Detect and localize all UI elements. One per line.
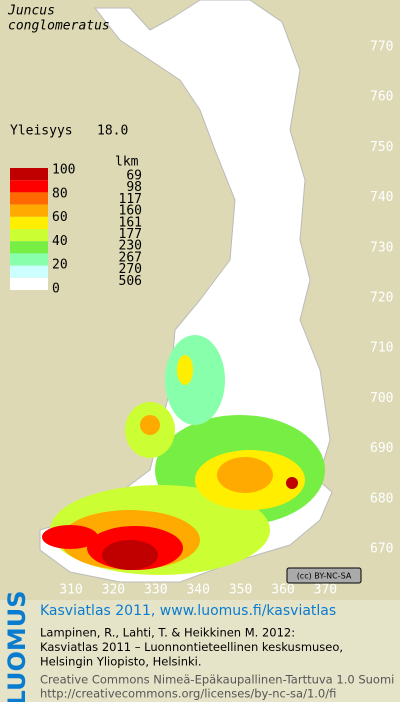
legend-count: 98 bbox=[126, 180, 142, 195]
citation-line: Helsingin Yliopisto, Helsinki. bbox=[40, 655, 202, 669]
area bbox=[102, 540, 158, 570]
legend-count: 160 bbox=[119, 204, 142, 219]
legend-swatch bbox=[10, 265, 48, 278]
y-axis-label: 730 bbox=[370, 240, 393, 255]
count-header: lkm bbox=[115, 155, 139, 170]
species-name: conglomeratus bbox=[8, 19, 110, 34]
occurrence-areas bbox=[42, 335, 325, 575]
legend-count: 117 bbox=[119, 192, 142, 207]
license-badge: (cc) BY-NC-SA bbox=[286, 567, 362, 584]
citation-line: Lampinen, R., Lahti, T. & Heikkinen M. 2… bbox=[40, 626, 295, 640]
x-axis-label: 360 bbox=[271, 583, 294, 598]
area bbox=[42, 525, 98, 549]
y-axis-label: 720 bbox=[370, 291, 393, 306]
legend-count: 230 bbox=[119, 239, 142, 254]
area bbox=[165, 335, 225, 425]
footer-title: Kasviatlas 2011, www.luomus.fi/kasviatla… bbox=[40, 603, 336, 619]
x-axis-label: 350 bbox=[229, 583, 252, 598]
legend-scale-label: 60 bbox=[52, 210, 68, 225]
license-line: Creative Commons Nimeä-Epäkaupallinen-Ta… bbox=[40, 673, 394, 687]
legend-swatch bbox=[10, 168, 48, 181]
license-line: http://creativecommons.org/licenses/by-n… bbox=[40, 687, 336, 701]
badge-text: (cc) BY-NC-SA bbox=[297, 572, 352, 581]
y-axis-label: 670 bbox=[370, 542, 393, 557]
area bbox=[286, 477, 298, 489]
x-axis-label: 310 bbox=[59, 583, 82, 598]
x-axis-label: 370 bbox=[314, 583, 337, 598]
badge-box bbox=[286, 567, 362, 584]
legend-swatch bbox=[10, 216, 48, 229]
x-axis-label: 340 bbox=[186, 583, 209, 598]
legend-scale-label: 80 bbox=[52, 186, 68, 201]
y-axis-label: 700 bbox=[370, 391, 393, 406]
legend-swatch bbox=[10, 229, 48, 242]
legend-swatch bbox=[10, 204, 48, 217]
y-axis-label: 770 bbox=[370, 40, 393, 55]
species-name: Juncus bbox=[7, 4, 55, 19]
legend-swatch bbox=[10, 277, 48, 290]
legend-swatch bbox=[10, 192, 48, 205]
y-axis-label: 740 bbox=[370, 190, 393, 205]
map bbox=[39, 0, 333, 583]
frequency-label: Yleisyys bbox=[10, 124, 73, 139]
area bbox=[217, 457, 273, 493]
legend-count: 69 bbox=[126, 169, 142, 184]
y-axis-label: 690 bbox=[370, 441, 393, 456]
legend-scale-label: 0 bbox=[52, 282, 60, 297]
legend-count: 506 bbox=[119, 274, 142, 289]
legend-scale-label: 20 bbox=[52, 258, 68, 273]
legend-count: 161 bbox=[119, 215, 142, 230]
y-axis-label: 680 bbox=[370, 491, 393, 506]
logo: LUOMUS bbox=[3, 591, 31, 702]
legend-swatch bbox=[10, 253, 48, 266]
footer-bg bbox=[0, 600, 400, 702]
area bbox=[177, 355, 193, 385]
y-axis-label: 750 bbox=[370, 140, 393, 155]
legend-swatch bbox=[10, 241, 48, 254]
legend-scale-label: 100 bbox=[52, 163, 75, 178]
y-axis-label: 710 bbox=[370, 341, 393, 356]
legend-count: 267 bbox=[119, 250, 142, 265]
legend-count: 270 bbox=[119, 262, 142, 277]
area bbox=[140, 415, 160, 435]
citation-line: Kasviatlas 2011 – Luonnontieteellinen ke… bbox=[40, 640, 343, 654]
legend-swatch bbox=[10, 180, 48, 193]
x-axis-label: 330 bbox=[144, 583, 167, 598]
x-axis-label: 320 bbox=[102, 583, 125, 598]
y-axis-label: 760 bbox=[370, 90, 393, 105]
frequency-value: 18.0 bbox=[97, 124, 128, 139]
legend-count: 177 bbox=[119, 227, 142, 242]
legend-scale-label: 40 bbox=[52, 234, 68, 249]
